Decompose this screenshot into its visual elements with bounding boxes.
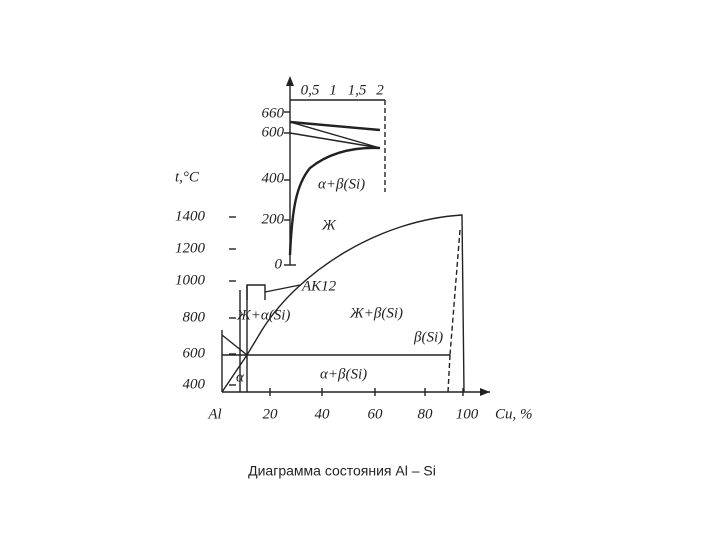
inset-x-tick: 1 xyxy=(329,82,337,98)
inset-region: α+β(Si) xyxy=(318,176,365,192)
inset-y-tick: 0 xyxy=(275,256,283,272)
inset-y-tick: 660 xyxy=(262,105,285,121)
inset-x-tick: 1,5 xyxy=(348,82,367,98)
x-tick: 100 xyxy=(456,406,479,422)
region-label: Ж xyxy=(321,217,337,233)
x-tick: 40 xyxy=(315,406,331,422)
x-label: Cu, % xyxy=(495,406,533,422)
region-label: Ж+β(Si) xyxy=(349,305,403,321)
lines xyxy=(221,76,490,396)
y-tick: 1000 xyxy=(175,272,206,288)
y-tick: 1200 xyxy=(175,240,206,256)
caption: Диаграмма состояния Al – Si xyxy=(248,463,436,479)
inset-y-tick: 200 xyxy=(262,211,285,227)
x-tick: 60 xyxy=(368,406,384,422)
y-tick: 800 xyxy=(183,309,206,325)
region-label: α xyxy=(236,369,245,385)
y-tick: 400 xyxy=(183,376,206,392)
y-tick: 1400 xyxy=(175,208,206,224)
region-label: AK12 xyxy=(301,278,337,294)
y-tick: 600 xyxy=(183,345,206,361)
labels: 0,5 1 1,5 2 660 600 400 200 0 α+β(Si) t,… xyxy=(175,82,533,478)
region-label: Ж+α(Si) xyxy=(236,307,290,323)
y-label: t,°C xyxy=(175,169,200,185)
inset-y-tick: 400 xyxy=(262,170,285,186)
region-label: β(Si) xyxy=(413,329,443,345)
x-tick: 80 xyxy=(418,406,434,422)
x-tick: 20 xyxy=(263,406,279,422)
x-tick: Al xyxy=(207,406,221,422)
inset-x-tick: 0,5 xyxy=(301,82,320,98)
inset-y-tick: 600 xyxy=(262,124,285,140)
region-label: α+β(Si) xyxy=(320,366,367,382)
inset-x-tick: 2 xyxy=(376,82,384,98)
